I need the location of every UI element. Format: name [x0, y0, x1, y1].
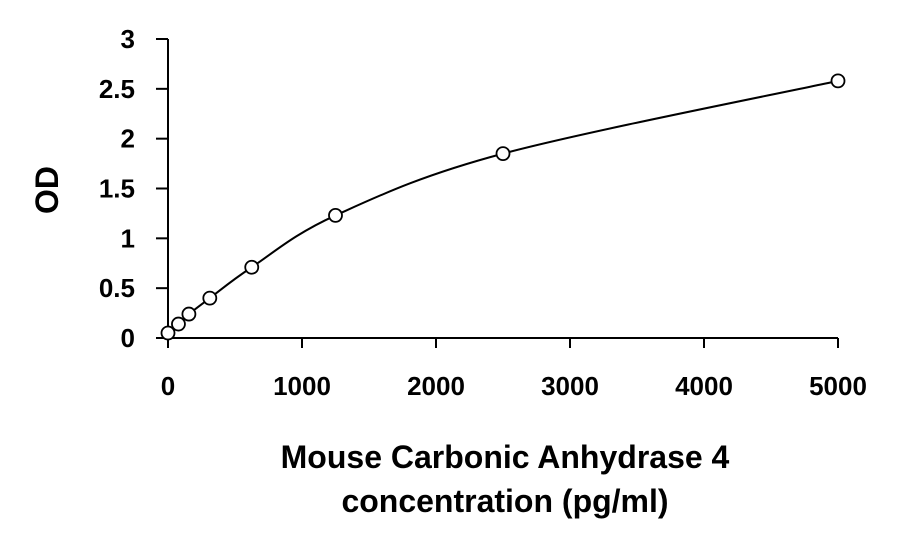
- data-point: [830, 73, 846, 89]
- y-axis-title: OD: [29, 166, 65, 214]
- y-tick-label: 0.5: [99, 273, 135, 303]
- axes: [167, 39, 838, 339]
- data-point: [328, 208, 343, 223]
- plot-area: [160, 73, 846, 341]
- series-line: [167, 79, 839, 334]
- y-tick-label: 1: [121, 223, 135, 253]
- x-axis-ticks: 0 1000 2000 3000 4000 5000: [161, 338, 867, 401]
- x-tick-label: 5000: [809, 371, 867, 401]
- y-tick-label: 3: [121, 24, 135, 54]
- data-point: [181, 306, 197, 322]
- data-point: [160, 325, 176, 341]
- y-axis-ticks: 0 0.5 1 1.5 2 2.5 3: [99, 24, 168, 353]
- x-tick-label: 3000: [541, 371, 599, 401]
- y-tick-label: 2.5: [99, 74, 135, 104]
- y-tick-label: 1.5: [99, 174, 135, 204]
- x-tick-label: 2000: [407, 371, 465, 401]
- x-tick-label: 1000: [273, 371, 331, 401]
- x-axis-title-line-2: concentration (pg/ml): [341, 483, 668, 519]
- data-point: [202, 290, 218, 306]
- x-axis-title-line-1: Mouse Carbonic Anhydrase 4: [281, 439, 730, 475]
- data-point: [171, 316, 186, 332]
- data-point: [244, 259, 260, 275]
- x-tick-label: 4000: [675, 371, 733, 401]
- x-tick-label: 0: [161, 371, 175, 401]
- y-tick-label: 0: [121, 323, 135, 353]
- data-point: [495, 146, 511, 162]
- y-tick-label: 2: [121, 124, 135, 154]
